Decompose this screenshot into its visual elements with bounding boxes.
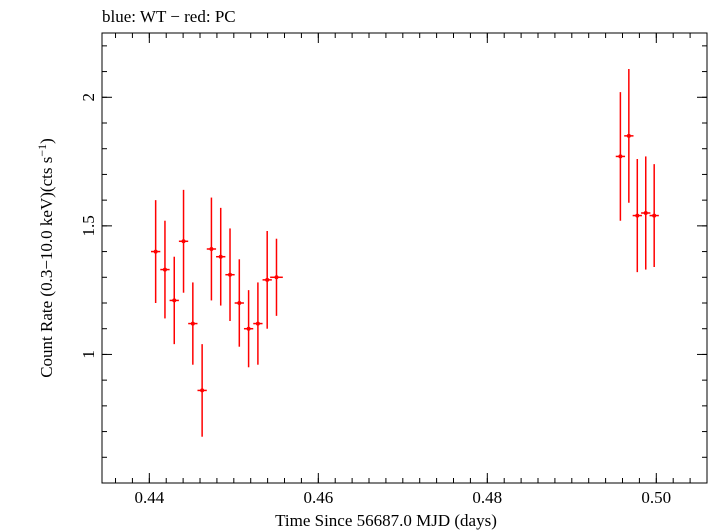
y-axis-label-main: Count Rate (0.3−10.0 keV)(cts s [37,157,56,378]
point-marker [237,301,242,305]
data-point [169,256,179,345]
point-marker [274,275,279,280]
plot-frame [101,32,708,484]
data-point [632,159,642,273]
point-marker [255,321,260,326]
data-points [151,69,659,437]
point-marker [209,247,214,251]
data-point [234,259,244,347]
y-tick-label: 1 [79,350,98,359]
y-axis-label: Count Rate (0.3−10.0 keV)(cts s−1) [35,138,56,378]
data-point [151,200,161,303]
point-marker [635,213,640,218]
point-marker [153,249,158,254]
point-marker [643,211,648,215]
data-point [206,197,217,301]
data-point [624,69,634,203]
point-marker [228,272,233,277]
data-point [197,344,207,437]
point-marker [218,254,223,259]
data-point [641,156,651,270]
y-tick-label: 2 [79,93,98,102]
point-marker [200,388,205,393]
x-tick-label: 0.46 [303,488,333,507]
point-marker [190,321,195,326]
x-axis-label: Time Since 56687.0 MJD (days) [275,511,497,530]
point-marker [652,213,657,218]
data-point [160,220,170,319]
data-point [178,189,189,293]
data-point [243,290,254,368]
data-point [216,207,226,306]
point-marker [265,277,270,282]
point-marker [162,267,167,272]
y-tick-label: 1.5 [79,215,98,236]
point-marker [172,298,177,303]
data-point [188,282,198,365]
point-marker [181,239,186,244]
x-tick-label: 0.44 [134,488,164,507]
chart-title: blue: WT − red: PC [102,7,236,26]
data-point [649,164,659,267]
axes: 0.44 0.46 0.48 0.50 1 1.5 2 [79,32,708,507]
point-marker [626,133,631,138]
data-point [615,92,626,221]
data-point [253,282,263,365]
data-point [225,228,235,321]
x-tick-label: 0.48 [472,488,502,507]
data-point [270,238,283,316]
point-marker [618,154,623,159]
y-axis-label-exponent: −1 [35,144,49,157]
y-axis-label-close: ) [37,138,56,144]
data-point [262,231,272,329]
point-marker [246,326,251,331]
x-tick-label: 0.50 [641,488,671,507]
